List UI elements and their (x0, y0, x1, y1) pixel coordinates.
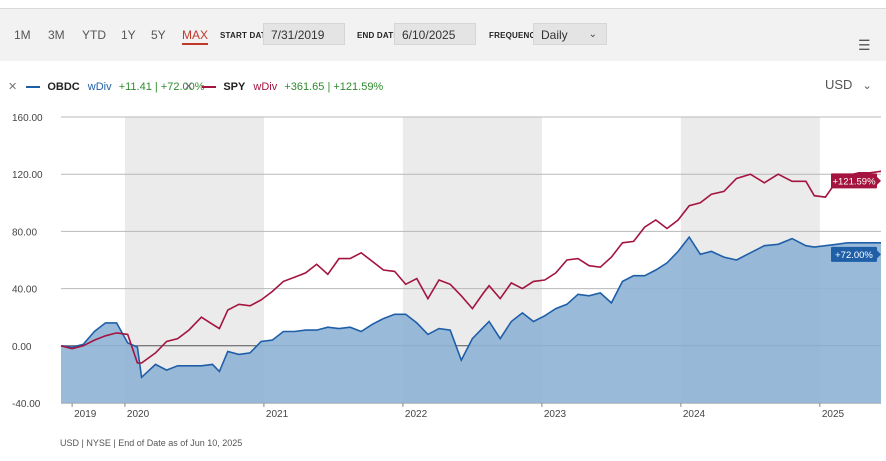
frequency-select[interactable]: Daily ⌄ (533, 23, 607, 45)
series-line-spy (60, 170, 882, 364)
spy-change: +361.65 | +121.59% (284, 80, 384, 93)
chevron-down-icon: ⌄ (862, 80, 872, 92)
y-tick-label: 0.00 (12, 342, 32, 353)
obdc-swatch (26, 85, 41, 88)
end-date-label: END DATE (357, 31, 399, 40)
obdc-wdiv: wDiv (87, 80, 112, 93)
chevron-down-icon: ⌄ (588, 29, 597, 40)
x-tick-label: 2019 (74, 409, 97, 420)
series-line-obdc (60, 235, 881, 379)
start-date-input[interactable]: 7/31/2019 (263, 23, 345, 45)
x-tick-label: 2020 (127, 409, 150, 420)
end-label-spy (831, 173, 877, 189)
y-tick-label: 160.00 (12, 113, 43, 124)
obdc-change: +11.41 | +72.00% (118, 80, 205, 93)
performance-chart: 160.00 120.00 80.00 40.00 0.00 -40.00 2019 2020… (12, 113, 882, 420)
y-tick-label: -40.00 (12, 399, 41, 410)
frequency-value: Daily (541, 28, 568, 42)
legend-item-spy: ✕ SPY wDiv +361.65 | +121.59% (184, 80, 384, 94)
remove-obdc-close-icon[interactable]: ✕ (8, 81, 18, 93)
list-menu-icon[interactable]: ☰ (858, 37, 871, 53)
obdc-ticker: OBDC (47, 80, 80, 93)
range-max-button[interactable]: MAX (182, 28, 209, 45)
x-tick-label: 2023 (544, 409, 567, 420)
x-tick-label: 2022 (405, 409, 428, 420)
spy-wdiv: wDiv (253, 80, 278, 93)
frequency-label: FREQUENCY (489, 31, 542, 40)
y-tick-label: 120.00 (12, 170, 43, 181)
end-date-input[interactable]: 6/10/2025 (394, 23, 476, 45)
y-tick-label: 80.00 (12, 227, 37, 238)
y-tick-label: 40.00 (12, 285, 37, 296)
range-ytd-button[interactable]: YTD (82, 28, 106, 42)
end-label-obdc (831, 246, 877, 262)
x-tick-label: 2021 (266, 409, 289, 420)
spy-swatch (202, 85, 217, 88)
x-tick-label: 2025 (822, 409, 845, 420)
start-date-label: START DATE (220, 31, 272, 40)
range-5y-button[interactable]: 5Y (151, 28, 166, 42)
end-label-pointer (877, 176, 881, 185)
legend-item-obdc: ✕ OBDC wDiv +11.41 | +72.00% (8, 80, 205, 94)
range-1m-button[interactable]: 1M (14, 28, 31, 42)
range-3m-button[interactable]: 3M (48, 28, 65, 42)
currency-select[interactable]: USD ⌄ (825, 77, 872, 92)
currency-value: USD (825, 77, 853, 92)
end-label-pointer (877, 250, 881, 259)
remove-spy-close-icon[interactable]: ✕ (184, 81, 194, 93)
end-label-text-spy: +121.59% (832, 176, 876, 187)
range-1y-button[interactable]: 1Y (121, 28, 136, 42)
footer-note: USD | NYSE | End of Date as of Jun 10, 2… (60, 438, 243, 448)
spy-ticker: SPY (223, 80, 246, 93)
x-tick-label: 2024 (683, 409, 706, 420)
series-area-obdc (61, 237, 881, 403)
end-label-text-obdc: +72.00% (835, 250, 873, 261)
toolbar: 1M 3M YTD 1Y 5Y MAX START DATE 7/31/2019… (0, 8, 886, 61)
